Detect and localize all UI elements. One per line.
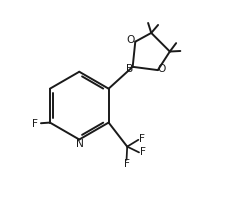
Text: F: F bbox=[139, 134, 145, 144]
Text: F: F bbox=[140, 147, 146, 157]
Text: O: O bbox=[127, 35, 135, 45]
Text: B: B bbox=[126, 64, 134, 73]
Text: O: O bbox=[157, 64, 166, 74]
Text: F: F bbox=[32, 119, 38, 129]
Text: F: F bbox=[123, 159, 130, 169]
Text: N: N bbox=[76, 139, 83, 149]
